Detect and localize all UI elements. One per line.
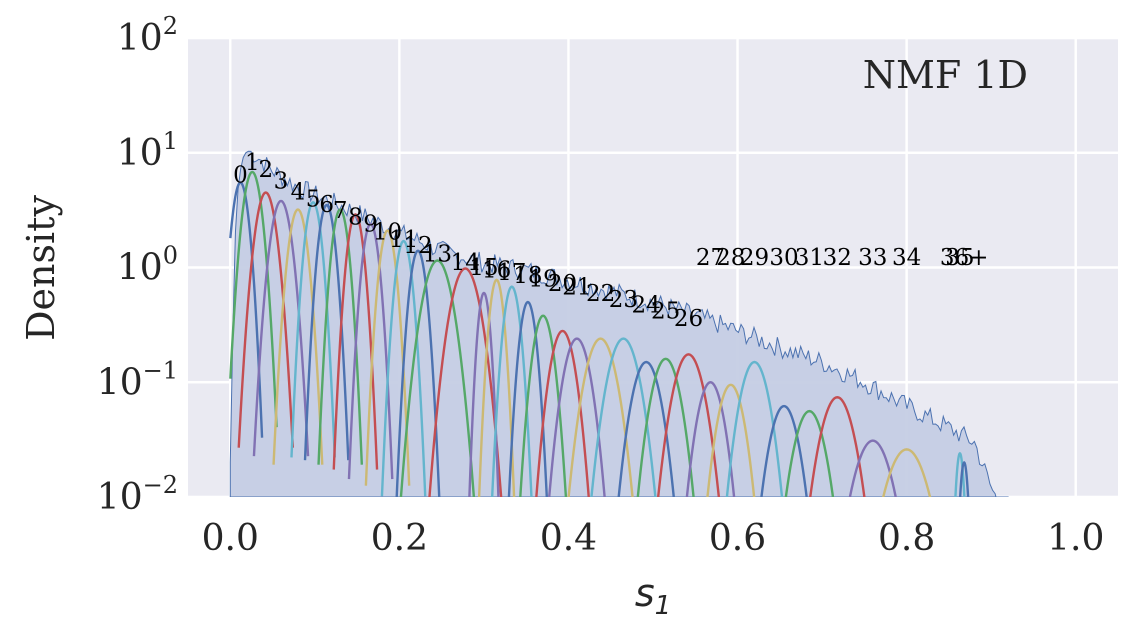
component-curve-14 [428, 267, 503, 497]
x-tick-label-4: 0.8 [878, 518, 935, 559]
component-curve-7 [317, 208, 364, 465]
component-curve-16 [477, 278, 516, 497]
component-curve-15 [468, 291, 500, 497]
component-curve-26 [656, 353, 721, 497]
component-curve-4 [272, 208, 324, 465]
component-curve-23 [590, 337, 657, 497]
y-axis-label: Density [19, 195, 63, 341]
peak-label-11: 11 [389, 227, 418, 253]
component-curve-25 [636, 357, 695, 497]
component-curve-20 [535, 329, 590, 497]
peak-label-32: 32 [823, 245, 852, 271]
component-curve-30 [760, 404, 808, 497]
y-tick-label-3: 101 [117, 127, 178, 174]
component-curve-12 [395, 249, 441, 497]
component-curve-17 [490, 285, 533, 497]
component-curve-28 [706, 383, 756, 497]
peak-label-18: 18 [513, 263, 542, 289]
component-curve-9 [347, 222, 394, 480]
component-curve-11 [380, 239, 427, 497]
component-curve-33 [848, 439, 897, 497]
y-tick-label-2: 100 [117, 242, 178, 289]
y-tick-labels: 10−2 10−1 100 101 102 [97, 12, 178, 518]
peak-label-17: 17 [497, 260, 526, 286]
peak-label-19: 19 [528, 266, 557, 292]
peak-labels: 012 3 4 567 8 9101112131415161718192021222324… [233, 150, 988, 332]
peak-label-1: 1 [245, 150, 260, 176]
peak-label-14: 14 [451, 250, 480, 276]
peak-label-29: 29 [740, 245, 769, 271]
peak-label-23: 23 [609, 287, 638, 313]
peak-label-12: 12 [403, 233, 432, 259]
component-curve-31 [784, 409, 835, 497]
component-curve-5 [290, 201, 336, 458]
component-curve-8 [332, 213, 379, 470]
component-curve-21 [547, 337, 606, 497]
annotation: NMF 1D [863, 53, 1028, 97]
component-curve-32 [809, 396, 866, 497]
component-curve-10 [364, 229, 411, 486]
component-curves [229, 170, 970, 497]
peak-label-35: 35 [945, 245, 974, 271]
component-curve-35 [954, 451, 966, 497]
x-axis-label: s1 [635, 571, 671, 621]
peak-label-21: 21 [562, 275, 591, 301]
component-curve-13 [399, 259, 476, 497]
peak-label-36+: 36+ [940, 245, 989, 271]
component-curve-18 [507, 300, 548, 497]
x-tick-label-2: 0.4 [540, 518, 597, 559]
peak-label-30: 30 [769, 245, 798, 271]
y-tick-label-0: 10−2 [97, 471, 178, 518]
x-tick-labels: 0.0 0.2 0.4 0.6 0.8 1.0 [202, 518, 1105, 559]
peak-label-33: 33 [858, 245, 887, 271]
component-curve-34 [882, 448, 932, 497]
peak-label-31: 31 [795, 245, 824, 271]
peak-label-24: 24 [632, 293, 661, 319]
histogram [229, 150, 1009, 497]
peak-label-28: 28 [716, 245, 745, 271]
y-tick-label-4: 102 [117, 12, 178, 59]
x-tick-label-0: 0.0 [202, 518, 259, 559]
component-curve-1 [229, 170, 278, 428]
component-curve-19 [519, 314, 568, 497]
component-curve-24 [617, 360, 675, 497]
peak-label-34: 34 [892, 245, 921, 271]
peak-label-10: 10 [373, 220, 402, 246]
peak-label-13: 13 [423, 241, 452, 267]
peak-label-20: 20 [548, 271, 577, 297]
histogram-area [229, 150, 1009, 497]
component-curve-0 [229, 181, 264, 438]
y-tick-label-1: 10−1 [97, 356, 178, 403]
peak-label-2: 2 [258, 157, 273, 183]
peak-label-3: 3 [274, 169, 289, 195]
peak-label-6: 6 [319, 192, 334, 218]
component-curve-29 [725, 360, 784, 497]
peak-label-27: 27 [696, 245, 725, 271]
peak-label-5: 5 [306, 186, 321, 212]
x-tick-label-3: 0.6 [709, 518, 766, 559]
peak-label-7: 7 [333, 198, 348, 224]
peak-label-8: 8 [348, 204, 363, 230]
peak-label-9: 9 [363, 212, 378, 238]
peak-label-15: 15 [469, 255, 498, 281]
peak-label-16: 16 [482, 257, 511, 283]
peak-label-0: 0 [233, 163, 248, 189]
peak-label-26: 26 [674, 306, 703, 332]
x-tick-label-5: 1.0 [1047, 518, 1104, 559]
peak-label-25: 25 [651, 299, 680, 325]
peak-label-4: 4 [291, 180, 306, 206]
x-tick-label-1: 0.2 [371, 518, 428, 559]
component-curve-27 [685, 381, 736, 497]
peak-label-22: 22 [586, 281, 615, 307]
component-curve-36+ [958, 460, 970, 497]
component-curve-22 [567, 337, 634, 497]
x-axis-label-main: s [635, 571, 655, 615]
x-axis-label-subscript: 1 [655, 591, 672, 621]
